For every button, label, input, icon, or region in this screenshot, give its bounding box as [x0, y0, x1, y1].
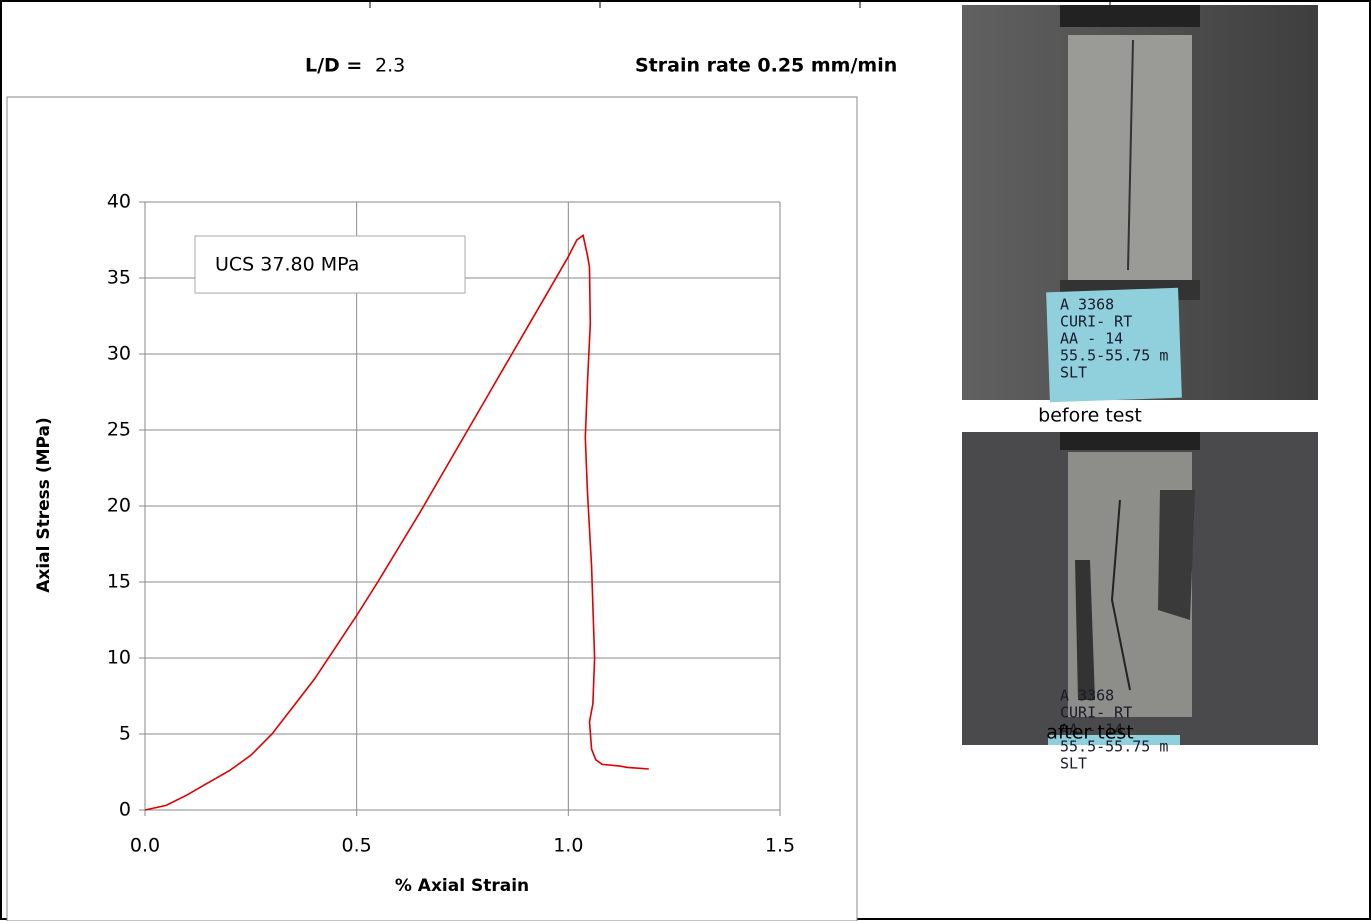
- photo-label-text: A 3368: [1060, 296, 1114, 314]
- photo-label-text: SLT: [1060, 364, 1087, 382]
- photo-label-text: CURI- RT: [1060, 313, 1132, 331]
- photo-before: [962, 5, 1318, 403]
- photo-label-text: AA - 14: [1060, 721, 1123, 739]
- data-line: [144, 234, 649, 811]
- x-tick-label: 1.5: [765, 835, 795, 857]
- y-tick-label: 5: [119, 723, 131, 745]
- annotation: UCS 37.80 MPa: [215, 254, 359, 276]
- y-tick-label: 30: [107, 343, 131, 365]
- x-tick-label: 0.0: [130, 835, 160, 857]
- y-tick-label: 40: [107, 191, 131, 213]
- photo-caption: before test: [1038, 405, 1142, 427]
- y-tick-label: 0: [119, 799, 131, 821]
- photo-after: [962, 432, 1318, 745]
- photo-label-text: CURI- RT: [1060, 704, 1132, 722]
- y-tick-label: 35: [107, 267, 131, 289]
- photo-label-text: 55.5-55.75 m: [1060, 738, 1168, 756]
- y-tick-label: 15: [107, 571, 131, 593]
- annotation-box: [194, 235, 466, 294]
- photo-label-text: 55.5-55.75 m: [1060, 347, 1168, 365]
- x-tick-label: 1.0: [553, 835, 583, 857]
- x-axis-title: % Axial Strain: [395, 876, 529, 896]
- photo-label-text: SLT: [1060, 755, 1087, 773]
- ld-value: 2.3: [375, 55, 405, 77]
- photo-label-text: A 3368: [1060, 687, 1114, 705]
- strain-rate: Strain rate 0.25 mm/min: [635, 55, 897, 77]
- y-axis-title: Axial Stress (MPa): [34, 417, 54, 593]
- photo-label-text: AA - 14: [1060, 330, 1123, 348]
- y-tick-label: 10: [107, 647, 131, 669]
- y-tick-label: 25: [107, 419, 131, 441]
- x-tick-label: 0.5: [342, 835, 372, 857]
- photo-caption: after test: [1046, 722, 1133, 744]
- ld-label: L/D =: [305, 55, 362, 77]
- y-tick-label: 20: [107, 495, 131, 517]
- chart-frame: [6, 96, 858, 921]
- chart: 0 5 10 15 20 25 30 35 40 0.0 0.5 1.0 1.5 % Axial Stra…: [34, 191, 795, 897]
